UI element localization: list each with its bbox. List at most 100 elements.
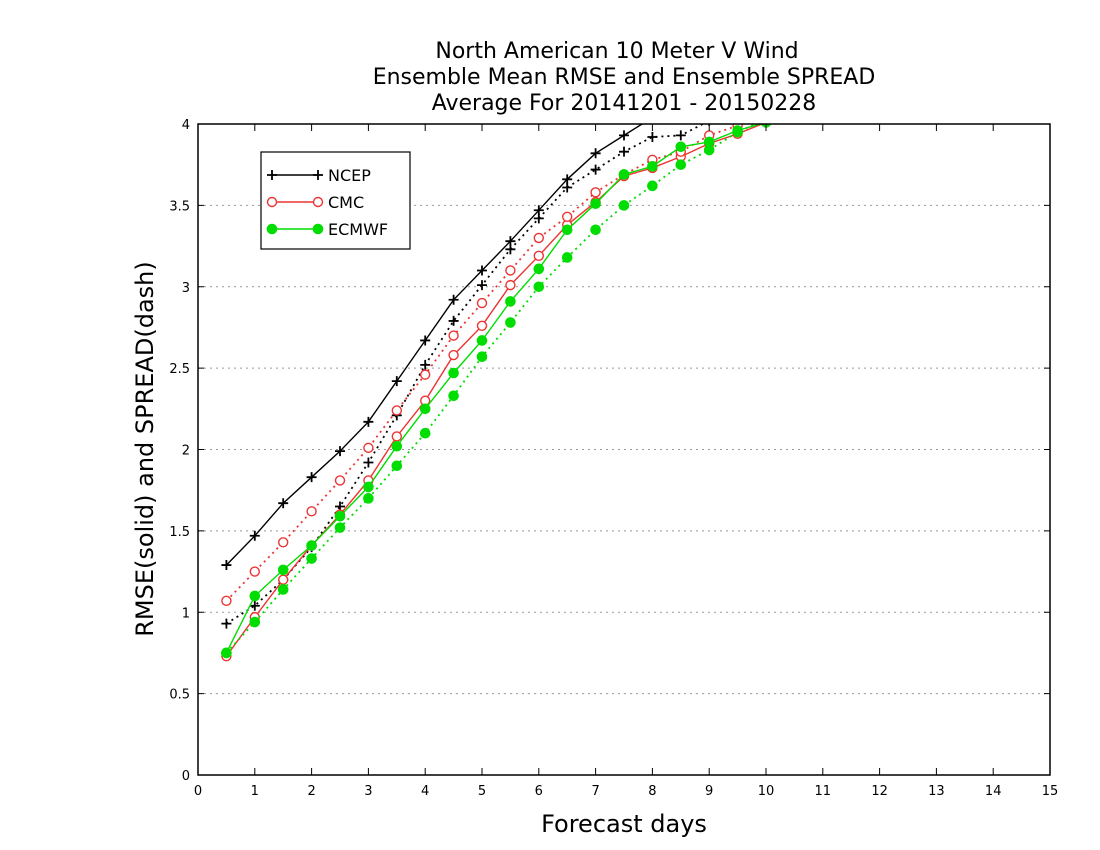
ncep-rmse-point [249,530,260,541]
ecmwf-spread-point [277,584,289,595]
cmc-rmse-point [533,250,544,262]
ecmwf-rmse-point [533,263,545,275]
cmc-rmse-point [932,61,941,70]
cmc-spread-point [278,537,289,548]
ecmwf-spread-point [875,74,885,84]
x-tick-label: 13 [928,784,945,799]
cmc-rmse-point [960,53,969,62]
cmc-spread-point [533,232,544,244]
cmc-rmse-point [904,69,913,78]
y-tick-label: 3 [182,281,190,296]
ncep-rmse-point [846,12,856,22]
ecmwf-spread-point [903,65,913,75]
ecmwf-rmse-line [225,124,763,654]
ncep-spread-point [675,130,686,141]
x-tick-label: 2 [307,784,315,799]
cmc-spread-point [989,38,998,47]
gridlines [198,204,1050,695]
ncep-spread-point [477,280,487,291]
ncep-spread-point [533,213,544,224]
ecmwf-spread-point [476,351,488,363]
ncep-spread-point [448,315,459,326]
ecmwf-spread-point [932,57,942,67]
ecmwf-spread-point [306,553,317,564]
ncep-spread-point [619,146,629,157]
ncep-rmse-point [420,335,431,346]
cmc-rmse-point [476,320,488,332]
y-tick-label: 0.5 [169,688,190,703]
cmc-spread-point [249,566,261,577]
ecmwf-rmse-point [960,54,970,64]
ecmwf-spread-point [1017,36,1027,46]
ecmwf-spread-point [561,252,573,263]
ecmwf-spread-point [590,224,601,236]
ecmwf-spread-point [419,427,431,439]
x-tick-label: 7 [591,784,599,799]
ecmwf-spread-point [334,522,346,533]
x-tick-label: 14 [985,784,1002,799]
ncep-spread-point [505,244,516,255]
ecmwf-spread-point [448,390,459,402]
legend-ncep-label: NCEP [328,166,371,185]
ncep-spread-point [875,44,885,54]
cmc-spread-point [904,63,913,72]
ecmwf-rmse-point [561,224,573,236]
ncep-spread-point [363,457,374,468]
ecmwf-spread-point [732,126,743,138]
ncep-rmse-point [335,446,345,457]
ecmwf-spread-point [618,200,630,211]
ecmwf-rmse-point [618,169,630,180]
x-tick-label: 3 [364,784,372,799]
cmc-spread-point [1017,32,1026,41]
ecmwf-rmse-point [391,440,403,452]
x-tick-label: 8 [648,784,656,799]
ncep-spread-point [562,182,573,193]
axis-ticks: 00.511.522.533.540 1 2 3 4 5 6 7 8 9 10 11 12 13 14 15 [169,118,1058,799]
cmc-spread-point [590,187,601,198]
y-tick-label: 2.5 [169,362,190,377]
x-tick-label: 11 [815,784,832,799]
ecmwf-rmse-point [1017,41,1027,51]
ecmwf-rmse-point [249,590,261,602]
ecmwf-rmse-point [675,141,687,153]
y-axis-label: RMSE(solid) and SPREAD(dash) [131,261,159,637]
chart-title-line-2: Ensemble Mean RMSE and Ensemble SPREAD [373,65,876,90]
ecmwf-rmse-point [505,296,516,307]
ecmwf-rmse-point [334,510,346,522]
ecmwf-spread-point [221,647,232,659]
cmc-spread-point [960,46,969,55]
cmc-spread-point [363,442,374,454]
x-tick-label: 0 [194,784,202,799]
series-layer [221,0,1055,662]
ecmwf-rmse-point [306,540,317,551]
ncep-rmse-line [225,124,644,566]
ncep-rmse-point [818,25,828,35]
ncep-rmse-point [619,130,629,141]
ecmwf-rmse-point [647,161,658,172]
ncep-rmse-point [875,0,885,10]
legend-cmc-marker [312,196,324,208]
ncep-rmse-point [391,376,402,387]
x-tick-label: 9 [705,784,713,799]
ncep-rmse-point [477,265,487,276]
legend-cmc-marker [266,196,278,208]
legend-ncep-marker [267,170,277,180]
cmc-spread-point [505,265,516,276]
ncep-spread-point [960,16,970,26]
ncep-spread-point [846,54,856,64]
cmc-spread-point [562,211,573,222]
ecmwf-spread-point [391,460,403,472]
ecmwf-spread-point [818,93,828,103]
cmc-rmse-point [875,77,884,86]
chart-title-line-3: Average For 20141201 - 20150228 [432,91,817,116]
ncep-rmse-point [590,148,601,159]
cmc-rmse-point [989,46,998,55]
ecmwf-rmse-point [875,79,885,89]
ncep-spread-point [249,600,260,611]
x-tick-label: 1 [251,784,259,799]
cmc-spread-point [221,595,232,607]
ecmwf-spread-point [647,180,658,192]
cmc-spread-point [476,297,488,309]
cmc-rmse-point [1046,33,1055,42]
